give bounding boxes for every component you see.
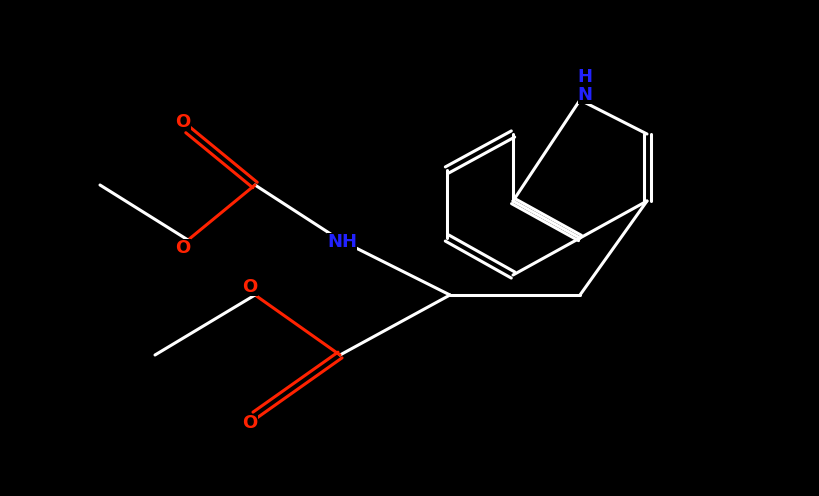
Text: H: H: [577, 68, 592, 86]
Text: N: N: [577, 86, 592, 104]
Text: O: O: [175, 113, 191, 131]
Text: O: O: [175, 239, 191, 257]
Text: O: O: [242, 278, 258, 296]
Text: O: O: [242, 414, 258, 432]
Text: NH: NH: [327, 233, 357, 251]
